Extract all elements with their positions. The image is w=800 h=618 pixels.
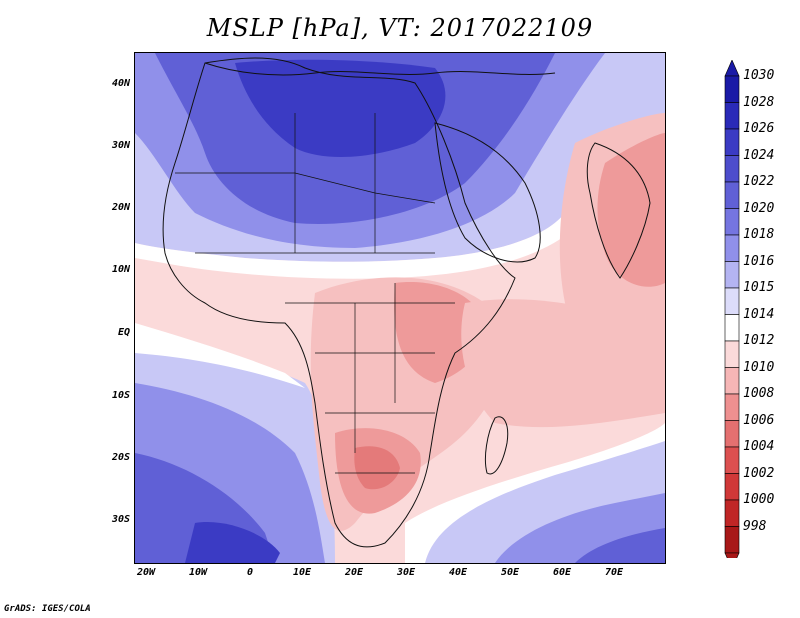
lat-tick-30n: 30N [111,140,130,151]
field-india-mid-pink [597,133,665,287]
lon-tick-30e: 30E [396,567,416,578]
field-north-deep-blue [235,59,446,158]
colorbar-label-1002: 1002 [743,465,775,481]
colorbar-label-1000: 1000 [743,492,775,507]
field-south-deep-blue [185,522,280,563]
arabia-coastline [434,122,541,263]
colorbar-box-1010 [724,367,740,395]
lon-tick-10w: 10W [188,567,208,578]
pressure-field-map [135,53,665,563]
colorbar-box-1018 [724,234,740,262]
colorbar-label-1010: 1010 [743,359,775,375]
lon-tick-10e: 10E [292,567,312,578]
colorbar-box-1028 [724,102,740,130]
colorbar-label-1012: 1012 [743,333,775,348]
colorbar-box-1022 [724,181,740,209]
colorbar-label-1022: 1022 [743,174,775,189]
field-southafrica-dark-pink [354,446,400,490]
lon-tick-70e: 70E [604,567,624,578]
india-coastline [586,142,651,279]
map-plot-area [134,52,666,564]
colorbar-label-998: 998 [743,518,767,534]
lat-tick-10n: 10N [111,264,130,275]
europe-coastline [204,62,556,76]
lat-tick-10s: 10S [111,390,130,401]
madagascar-coastline [484,416,509,475]
lon-tick-40e: 40E [448,567,468,578]
map-title: MSLP [hPa], VT: 2017022109 [206,14,594,42]
lon-tick-0: 0 [246,567,254,578]
colorbar-box-1030 [724,75,740,103]
lon-tick-20w: 20W [136,567,156,578]
lat-tick-20s: 20S [111,452,130,463]
colorbar-box-1014 [724,314,740,342]
field-southeast-mid-blue [575,528,665,563]
pressure-colorbar [724,60,740,558]
colorbar-box-1002 [724,473,740,501]
colorbar-label-1020: 1020 [743,200,775,216]
colorbar-box-1012 [724,340,740,368]
africa-coastline [162,57,516,548]
colorbar-box-1016 [724,261,740,289]
colorbar-label-1018: 1018 [743,227,775,242]
grads-credit: GrADS: IGES/COLA [4,604,91,614]
colorbar-box-1006 [724,420,740,448]
field-eastafrica-mid-pink [394,282,485,383]
country-borders [175,113,455,474]
colorbar-label-1024: 1024 [743,147,775,163]
colorbar-label-1004: 1004 [743,439,775,454]
colorbar-label-1030: 1030 [743,68,775,83]
colorbar-box-1008 [724,393,740,421]
field-south-white-band-east [405,423,665,563]
colorbar-label-1008: 1008 [743,386,775,401]
colorbar-box-1004 [724,446,740,474]
colorbar-box-1026 [724,128,740,156]
colorbar-top-arrow [724,60,740,77]
lat-tick-40n: 40N [111,78,130,89]
lat-tick-20n: 20N [111,202,130,213]
lat-tick-eq: EQ [117,327,130,338]
colorbar-box-1020 [724,208,740,236]
lon-tick-60e: 60E [552,567,572,578]
colorbar-label-1026: 1026 [743,121,775,136]
coastlines [162,57,651,548]
field-indian-ocean-light-pink [461,299,665,428]
colorbar-box-1000 [724,499,740,527]
colorbar-box-998 [724,526,740,554]
colorbar-label-1006: 1006 [743,412,775,428]
colorbar-label-1015: 1015 [743,280,775,295]
colorbar-label-1016: 1016 [743,253,775,269]
lon-tick-20e: 20E [344,567,364,578]
lat-tick-30s: 30S [111,514,130,525]
colorbar-label-1028: 1028 [743,94,775,110]
lon-tick-50e: 50E [500,567,520,578]
colorbar-box-1015 [724,287,740,315]
colorbar-bottom-arrow [724,552,740,558]
colorbar-label-1014: 1014 [743,306,775,322]
colorbar-box-1024 [724,155,740,183]
field-north-white-band [135,113,665,279]
field-south-white-band [135,323,305,388]
